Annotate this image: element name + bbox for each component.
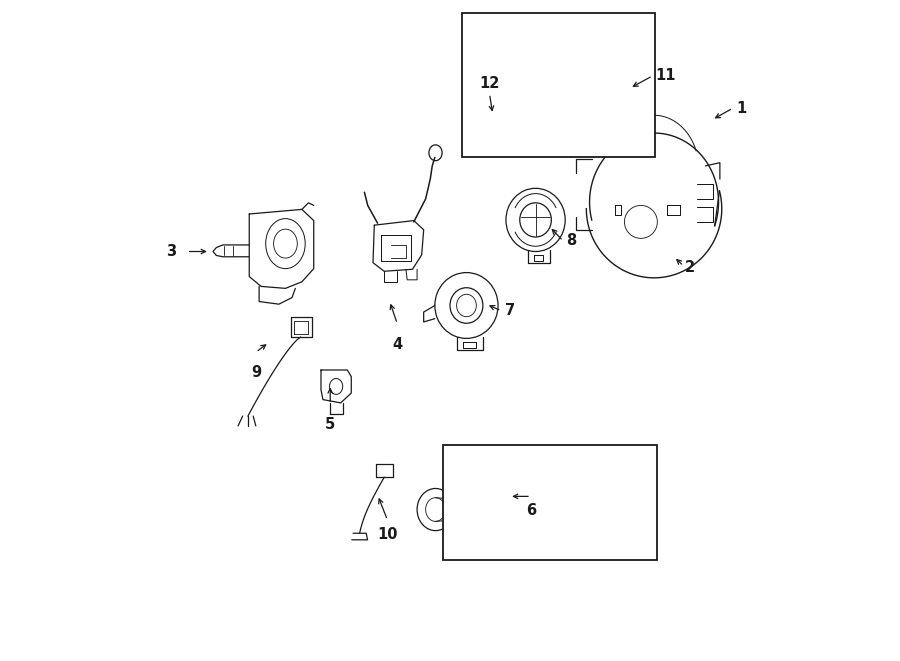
Text: 8: 8 (566, 233, 577, 249)
Text: 4: 4 (392, 337, 402, 352)
Text: 11: 11 (655, 68, 676, 83)
Text: 5: 5 (325, 417, 336, 432)
Text: 9: 9 (251, 366, 261, 380)
Text: 1: 1 (736, 100, 747, 116)
Text: 7: 7 (505, 303, 516, 318)
Text: 3: 3 (166, 244, 176, 259)
Bar (462, 13, 654, 157)
Text: 10: 10 (377, 527, 398, 541)
Text: 6: 6 (526, 503, 536, 518)
Bar (444, 445, 657, 560)
Text: 2: 2 (685, 260, 695, 276)
Text: 12: 12 (480, 75, 500, 91)
